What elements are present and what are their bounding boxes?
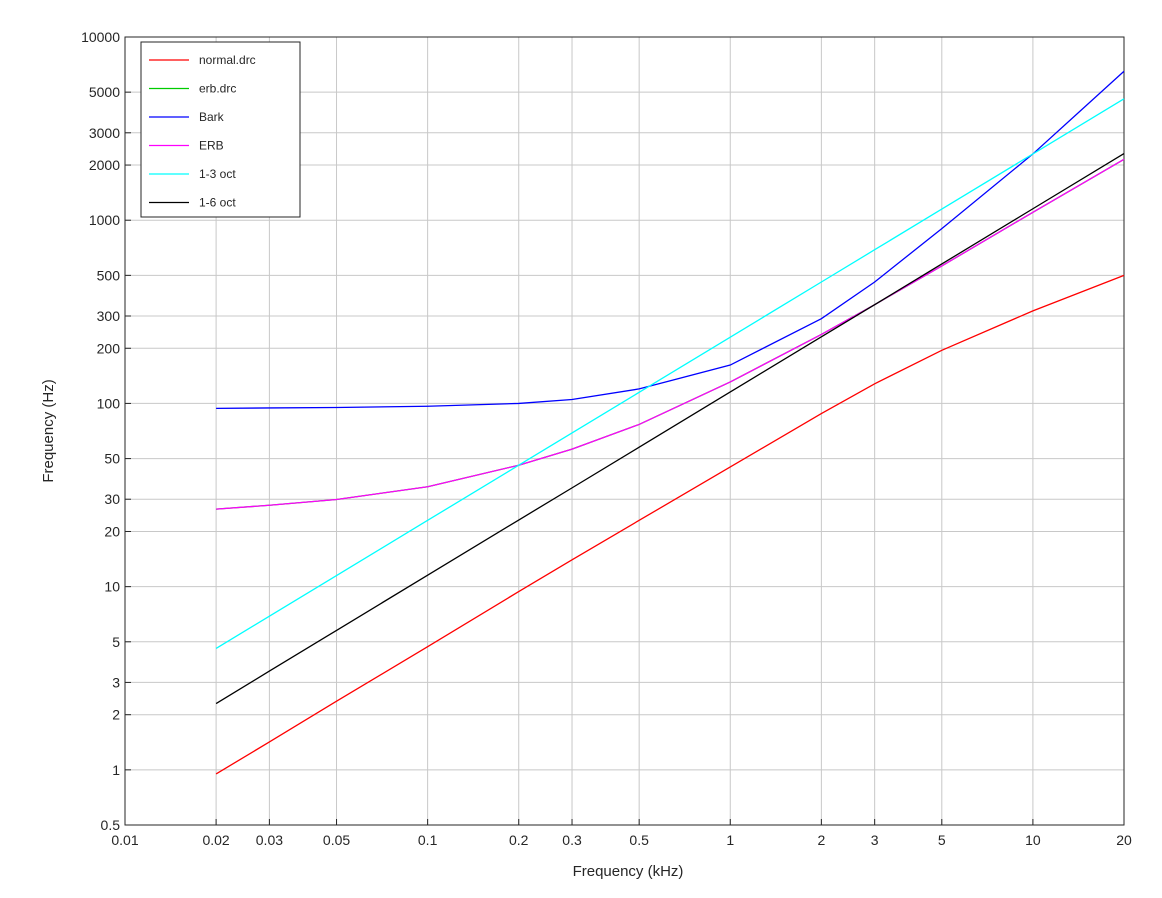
- y-tick-label: 3: [112, 674, 120, 690]
- series-line-normal-drc: [215, 274, 1125, 775]
- x-tick-label: 0.05: [323, 832, 350, 848]
- x-tick-label: 10: [1025, 832, 1041, 848]
- y-axis-ticks: 0.5 1 2 3 5 10 20 30 50 100 200 300 500 1000 2000 3000 5…: [81, 29, 131, 833]
- x-tick-label: 2: [817, 832, 825, 848]
- y-tick-label: 500: [97, 267, 121, 283]
- y-tick-label: 300: [97, 308, 121, 324]
- y-tick-label: 5000: [89, 84, 120, 100]
- series-line-erb: [216, 158, 1125, 510]
- legend: normal.drc erb.drc Bark ERB 1-3 oct 1-6 oct: [140, 41, 301, 218]
- legend-label: ERB: [199, 139, 224, 153]
- series-line-1-6-oct: [215, 153, 1125, 705]
- x-tick-label: 20: [1116, 832, 1132, 848]
- y-axis-label: Frequency (Hz): [40, 379, 57, 482]
- y-tick-label: 200: [97, 340, 121, 356]
- x-axis-ticks: 0.01 0.02 0.03 0.05 0.1 0.2 0.3 0.5 1 2 3 5 10 20: [111, 819, 1132, 848]
- x-tick-label: 0.01: [111, 832, 138, 848]
- y-tick-label: 50: [104, 451, 120, 467]
- series-lines: [215, 70, 1125, 775]
- y-tick-label: 2: [112, 707, 120, 723]
- y-tick-label: 100: [97, 395, 121, 411]
- y-tick-label: 30: [104, 491, 120, 507]
- legend-label: Bark: [199, 110, 225, 124]
- legend-label: normal.drc: [199, 53, 256, 67]
- x-tick-label: 0.5: [629, 832, 649, 848]
- y-tick-label: 10000: [81, 29, 120, 45]
- x-tick-label: 5: [938, 832, 946, 848]
- plot-frame: [124, 36, 1125, 826]
- x-tick-label: 0.02: [202, 832, 229, 848]
- legend-label: 1-3 oct: [199, 167, 236, 181]
- y-tick-label: 20: [104, 523, 120, 539]
- y-tick-label: 1000: [89, 212, 120, 228]
- x-tick-label: 3: [871, 832, 879, 848]
- y-tick-label: 2000: [89, 157, 120, 173]
- x-tick-label: 0.2: [509, 832, 529, 848]
- x-tick-label: 0.3: [562, 832, 582, 848]
- y-tick-label: 0.5: [101, 817, 121, 833]
- legend-label: 1-6 oct: [199, 196, 236, 210]
- x-tick-label: 0.03: [256, 832, 283, 848]
- series-line-bark: [216, 70, 1125, 409]
- y-tick-label: 5: [112, 634, 120, 650]
- x-tick-label: 1: [726, 832, 734, 848]
- legend-box: [140, 41, 301, 218]
- series-line-1-3-oct: [215, 98, 1125, 649]
- legend-label: erb.drc: [199, 82, 236, 96]
- x-tick-label: 0.1: [418, 832, 438, 848]
- y-tick-label: 1: [112, 762, 120, 778]
- y-tick-label: 10: [104, 579, 120, 595]
- y-tick-label: 3000: [89, 125, 120, 141]
- x-axis-label: Frequency (kHz): [573, 863, 684, 880]
